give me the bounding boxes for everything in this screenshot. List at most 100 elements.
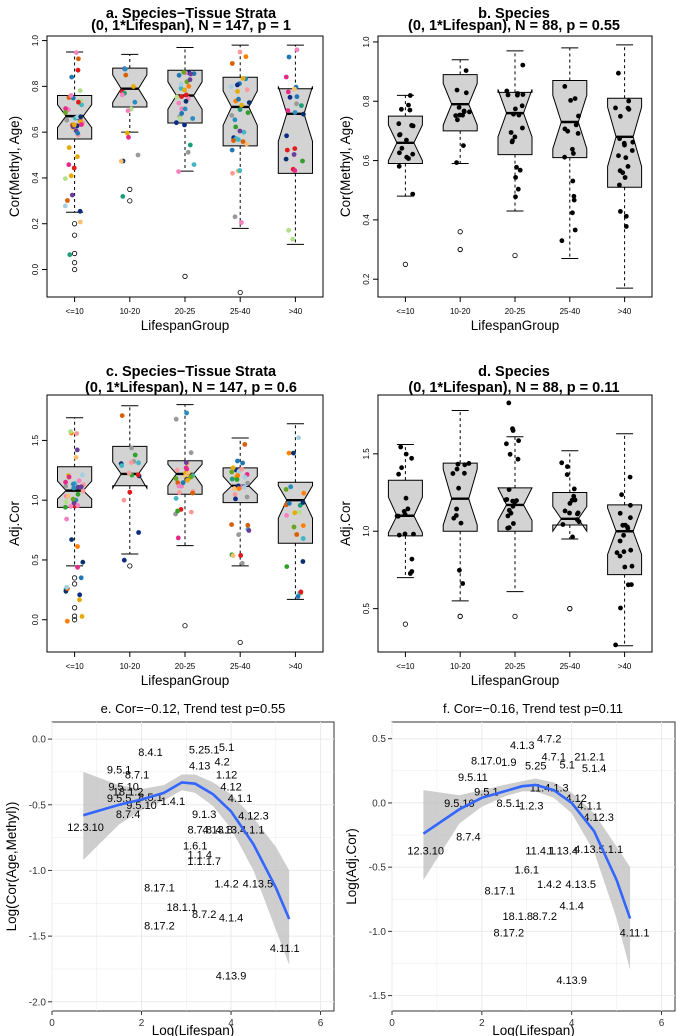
outlier-point [72,221,78,227]
data-point [123,72,129,78]
y-tick-label: 0.2 [31,218,40,230]
data-point [454,87,460,93]
outlier-point [127,186,133,192]
x-tick-label: 10-20 [450,307,471,316]
data-point [512,134,518,140]
point-label: 1.9 [501,757,516,769]
box-2 [167,404,203,629]
data-point [63,499,69,505]
data-point [188,450,194,456]
box-1 [442,409,478,619]
y-axis-label: Log(Cor(Age,Methyl)) [4,802,19,932]
data-point [461,109,467,115]
data-point [235,473,241,478]
jitter-points [283,47,306,242]
data-point [511,521,516,526]
y-axis-label: Adj.Cor [338,500,353,546]
y-tick-label: 1.0 [362,525,371,537]
data-point [188,71,194,77]
data-point [245,110,251,116]
data-point [179,106,185,112]
point-label: 18.1.1 [167,902,198,914]
data-point [462,470,467,476]
x-tick-label: 2 [479,1018,485,1029]
data-point [78,114,84,120]
data-point [462,462,468,468]
x-tick-label: 20-25 [175,662,196,671]
data-point [403,451,409,457]
jitter-points [450,461,472,586]
data-point [126,134,131,140]
data-point [122,66,128,72]
data-point [186,83,192,89]
point-label: 8.4.1 [138,747,162,759]
data-point [291,524,297,530]
y-tick-label: -1.0 [369,927,387,938]
data-point [121,557,127,563]
data-point [291,152,297,157]
data-point [245,480,251,486]
point-label: 18.1.2 [113,787,144,799]
data-point [396,121,402,127]
y-tick-label: 0.6 [362,154,371,166]
data-point [75,544,80,549]
y-axis-label: Adj.Cor [7,500,22,546]
data-point [510,498,516,504]
data-point [296,435,301,441]
point-label: 8.7.2 [532,911,556,923]
data-point [576,113,581,119]
x-tick-label: 10-20 [120,662,141,671]
data-point [283,487,289,492]
point-label: 8.7.1 [125,770,149,782]
data-point [179,111,185,116]
box-body [387,479,423,537]
data-point [77,88,83,93]
jitter-points [613,70,636,229]
point-label: 5.1.4 [582,763,606,775]
data-point [410,191,416,197]
data-point [183,465,189,471]
data-point [63,106,68,111]
outlier-point [457,246,463,253]
data-point [63,479,68,485]
data-point [79,122,84,127]
data-point [68,504,74,509]
point-label: 4.12 [220,781,241,793]
y-tick-label: 0.5 [372,734,386,745]
y-tick-label: -1.5 [29,932,47,943]
y-tick-label: -1.5 [369,991,387,1002]
data-point [288,484,294,490]
data-point [132,452,138,458]
data-point [243,54,249,60]
point-label: 4.1.1 [577,800,601,812]
outlier-point [512,252,518,259]
y-axis-label: Cor(Methyl, Age) [7,116,22,217]
data-point [616,153,621,159]
data-point [229,522,235,527]
data-point [397,132,403,137]
jitter-points [396,93,416,197]
data-point [507,451,513,457]
data-point [575,510,581,516]
data-point [286,227,291,233]
outlier-point [512,613,518,619]
data-point [463,90,469,96]
box-body [607,504,643,576]
x-tick-label: 20-25 [175,307,196,316]
data-point [625,526,631,531]
data-point [229,147,235,153]
x-axis-label: Log(Lifespan) [492,1023,575,1036]
data-point [76,99,81,105]
y-axis-label: Log(Adj.Cor) [344,828,359,905]
data-point [63,176,68,182]
jitter-points [118,413,142,563]
point-label: 11.4.1 [525,845,555,857]
data-point [135,472,141,478]
data-point [411,531,416,537]
jitter-points [613,474,635,648]
data-point [175,535,181,541]
data-point [510,503,516,509]
panel-title: a. Species−Tissue Strata [106,6,277,22]
point-label: 5.25.1 [189,745,220,757]
data-point [284,147,290,153]
